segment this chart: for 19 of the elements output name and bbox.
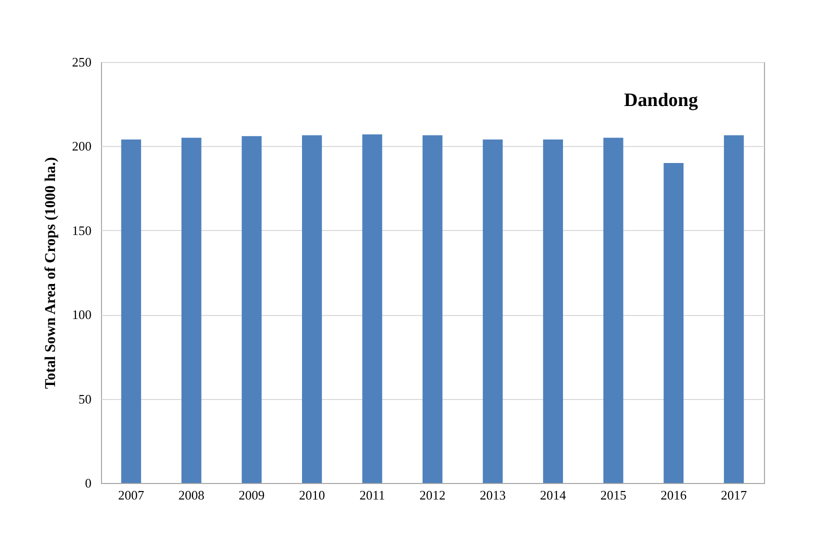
x-tick-label: 2011 — [359, 488, 385, 502]
y-tick-label: 0 — [85, 476, 92, 490]
x-tick-label: 2012 — [420, 488, 446, 502]
x-tick-label: 2014 — [540, 488, 567, 502]
x-tick-label: 2008 — [178, 488, 204, 502]
y-tick-label: 100 — [72, 307, 92, 322]
x-tick-label: 2017 — [720, 488, 748, 502]
y-axis-title: Total Sown Area of Crops (1000 ha.) — [43, 157, 59, 389]
x-tick-label: 2013 — [480, 488, 506, 502]
y-tick-label: 150 — [72, 222, 92, 238]
y-tick-label: 50 — [78, 391, 92, 406]
y-tick-label: 250 — [72, 54, 92, 70]
y-tick-label: 200 — [72, 138, 92, 154]
x-tick-label: 2015 — [600, 488, 626, 502]
x-tick-label: 2010 — [298, 488, 325, 502]
x-tick-label: 2009 — [238, 488, 265, 502]
x-tick-label: 2007 — [118, 488, 145, 502]
text: Dandong — [624, 90, 698, 111]
x-tick-label: 2016 — [660, 488, 688, 502]
